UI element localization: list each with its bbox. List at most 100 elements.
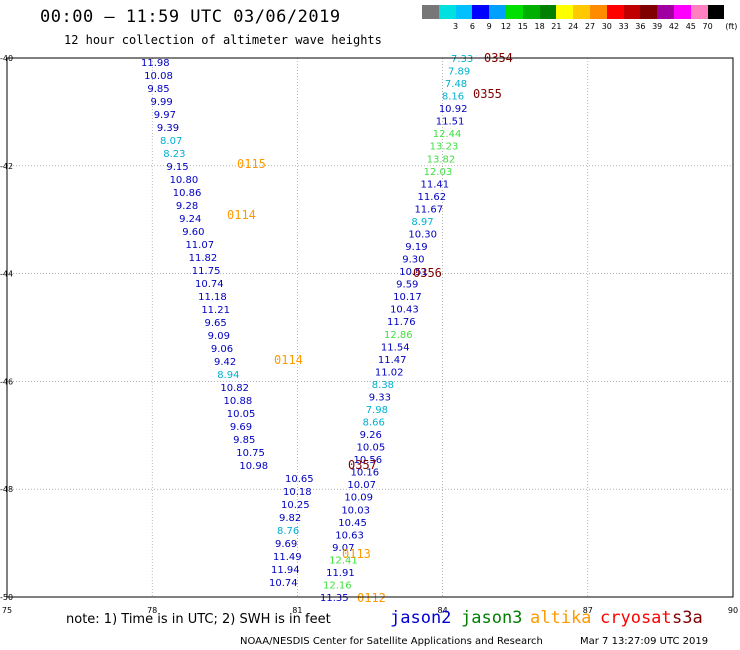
- swh-value-label: 11.62: [417, 192, 446, 203]
- swh-value-label: 10.65: [285, 474, 314, 485]
- colorbar-swatch: [539, 5, 557, 19]
- legend-jason3: jason3: [461, 608, 523, 628]
- colorbar-swatch: [522, 5, 540, 19]
- swh-value-label: 10.18: [283, 487, 312, 498]
- swh-value-label: 11.07: [185, 240, 214, 251]
- swh-value-label: 10.74: [269, 578, 298, 589]
- colorbar-swatch: [623, 5, 641, 19]
- swh-value-label: 9.39: [157, 123, 179, 134]
- colorbar-tick-label: 30: [601, 22, 612, 31]
- colorbar-tick-label: 36: [635, 22, 646, 31]
- colorbar-unit: (ft): [725, 22, 738, 31]
- lon-tick-label: 81: [292, 606, 302, 615]
- swh-value-label: 10.86: [173, 188, 202, 199]
- colorbar-swatch: [556, 5, 574, 19]
- swh-value-label: 10.82: [220, 383, 249, 394]
- swh-value-label: 9.82: [279, 513, 301, 524]
- swh-value-label: 10.05: [227, 409, 256, 420]
- swh-value-label: 11.18: [198, 292, 227, 303]
- pass-time-label: 0115: [237, 157, 266, 171]
- swh-value-label: 10.88: [224, 396, 253, 407]
- swh-value-label: 11.35: [320, 593, 349, 604]
- footer-credit: NOAA/NESDIS Center for Satellite Applica…: [240, 636, 543, 647]
- colorbar-tick-label: 18: [534, 22, 545, 31]
- swh-value-label: 11.75: [192, 266, 221, 277]
- lon-tick-label: 90: [728, 606, 738, 615]
- swh-value-label: 9.60: [182, 227, 204, 238]
- colorbar-swatch: [640, 5, 658, 19]
- swh-value-label: 10.56: [354, 455, 383, 466]
- footer-timestamp: Mar 7 13:27:09 UTC 2019: [580, 636, 709, 647]
- pass-time-label: 0357: [348, 458, 377, 472]
- swh-value-label: 10.03: [341, 505, 370, 516]
- swh-value-label: 9.59: [396, 280, 418, 291]
- colorbar-tick-label: 15: [517, 22, 528, 31]
- swh-value-label: 10.45: [338, 518, 367, 529]
- lon-tick-label: 84: [438, 606, 448, 615]
- swh-value-label: 8.97: [411, 217, 433, 228]
- swh-value-label: 7.89: [448, 67, 470, 78]
- colorbar-tick-label: 12: [500, 22, 512, 31]
- swh-value-label: 9.06: [211, 344, 233, 355]
- swh-value-label: 9.65: [205, 318, 227, 329]
- swh-value-label: 9.28: [176, 201, 198, 212]
- swh-value-label: 9.69: [230, 422, 252, 433]
- swh-value-label: 11.91: [326, 568, 355, 579]
- colorbar-swatch: [472, 5, 490, 19]
- colorbar-swatch: [674, 5, 691, 19]
- swh-value-label: 12.41: [329, 555, 358, 566]
- swh-value-label: 9.19: [405, 242, 427, 253]
- colorbar-swatch: [707, 5, 725, 19]
- swh-value-label: 13.23: [430, 142, 459, 153]
- colorbar-tick-label: 42: [668, 22, 680, 31]
- swh-value-label: 10.43: [390, 305, 419, 316]
- swh-value-label: 12.16: [323, 580, 352, 591]
- swh-value-label: 9.09: [208, 331, 230, 342]
- swh-value-label: 12.03: [424, 167, 453, 178]
- swh-value-label: 10.74: [195, 279, 224, 290]
- swh-value-label: 11.94: [271, 565, 300, 576]
- colorbar-swatch: [422, 5, 439, 19]
- swh-value-label: 9.99: [151, 97, 173, 108]
- swh-value-label: 10.05: [357, 443, 386, 454]
- swh-value-label: 7.33: [451, 54, 473, 65]
- colorbar-tick-label: 21: [551, 22, 562, 31]
- swh-value-label: 9.69: [275, 539, 297, 550]
- colorbar-swatch: [657, 5, 674, 19]
- swh-value-label: 10.30: [408, 229, 437, 240]
- page-subtitle: 12 hour collection of altimeter wave hei…: [64, 33, 382, 47]
- colorbar-swatch: [690, 5, 708, 19]
- swh-value-label: 11.21: [201, 305, 230, 316]
- colorbar-tick-label: 3: [453, 22, 459, 31]
- swh-value-label: 10.75: [236, 448, 265, 459]
- swh-value-label: 10.08: [144, 71, 173, 82]
- swh-value-label: 9.85: [147, 84, 169, 95]
- swh-value-label: 11.02: [375, 367, 404, 378]
- swh-value-label: 10.98: [239, 461, 268, 472]
- swh-value-label: 9.15: [166, 162, 188, 173]
- swh-value-label: 8.38: [372, 380, 394, 391]
- swh-value-label: 7.98: [366, 405, 388, 416]
- footer-note: note: 1) Time is in UTC; 2) SWH is in fe…: [66, 612, 331, 627]
- swh-value-label: 10.09: [344, 493, 373, 504]
- colorbar-tick-label: 39: [652, 22, 663, 31]
- swh-value-label: 10.16: [350, 468, 379, 479]
- page-title: 00:00 — 11:59 UTC 03/06/2019: [40, 7, 341, 27]
- swh-value-label: 8.23: [163, 149, 185, 160]
- colorbar-tick-label: 45: [685, 22, 696, 31]
- pass-time-label: 0355: [473, 87, 502, 101]
- pass-time-label: 0113: [342, 547, 371, 561]
- colorbar-tick-label: 24: [568, 22, 579, 31]
- swh-value-label: 9.26: [360, 430, 382, 441]
- lon-tick-label: 75: [2, 606, 12, 615]
- swh-value-label: 8.16: [442, 92, 464, 103]
- swh-value-label: 10.25: [281, 500, 310, 511]
- swh-value-label: 11.82: [189, 253, 218, 264]
- swh-value-label: 8.66: [363, 418, 385, 429]
- swh-value-label: 8.07: [160, 136, 182, 147]
- pass-time-label: 0356: [413, 266, 442, 280]
- swh-value-label: 9.24: [179, 214, 201, 225]
- swh-value-label: 11.41: [421, 179, 450, 190]
- colorbar-tick-label: 27: [584, 22, 596, 31]
